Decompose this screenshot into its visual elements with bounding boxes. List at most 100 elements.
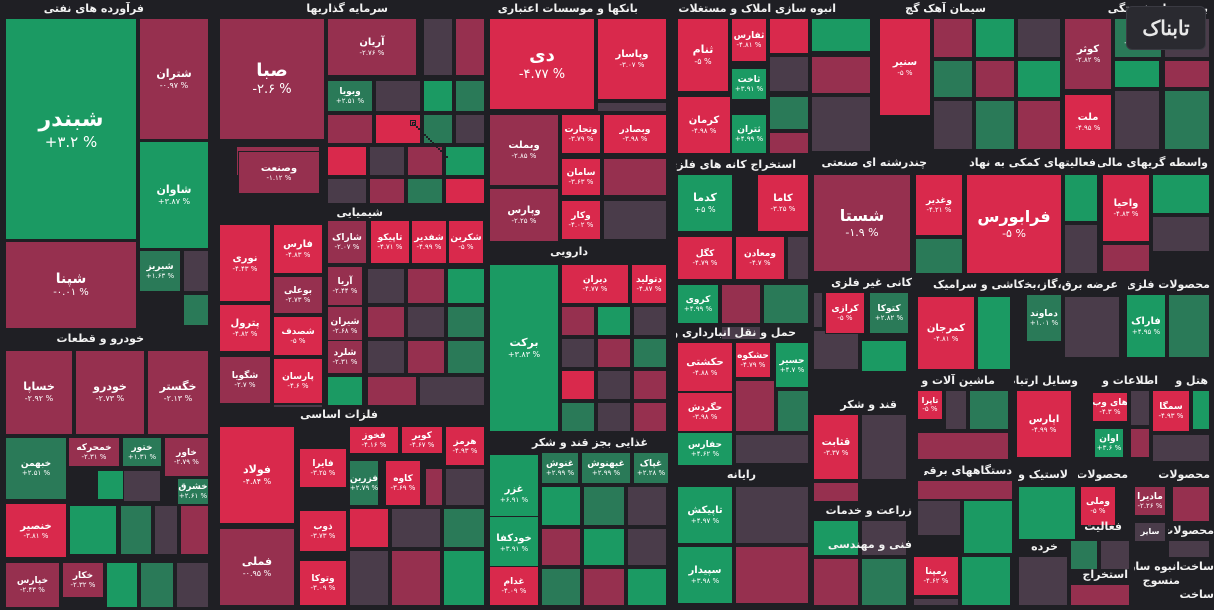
filler-tile[interactable] — [735, 486, 809, 544]
filler-tile[interactable] — [633, 338, 667, 368]
stock-tile[interactable]: شیران -۲.۶۸ % — [327, 306, 363, 346]
filler-tile[interactable] — [769, 56, 809, 92]
stock-tile[interactable]: خکار -۲.۳۲ % — [62, 562, 104, 598]
filler-tile[interactable] — [1164, 90, 1210, 150]
stock-tile[interactable]: کدما +۵ % — [677, 174, 733, 232]
filler-tile[interactable] — [447, 340, 485, 374]
filler-tile[interactable] — [769, 132, 809, 154]
stock-tile[interactable]: ثفارس -۴.۸۱ % — [731, 18, 767, 62]
filler-tile[interactable] — [561, 370, 595, 400]
stock-tile[interactable]: غپاک +۲.۲۸ % — [633, 452, 669, 484]
filler-tile[interactable] — [787, 236, 809, 280]
stock-tile[interactable]: ثنام -۵ % — [677, 18, 729, 92]
filler-tile[interactable] — [1130, 428, 1150, 458]
filler-tile[interactable] — [917, 432, 1009, 460]
filler-tile[interactable] — [977, 296, 1011, 370]
stock-tile[interactable]: خساپا -۲.۹۲ % — [5, 350, 73, 435]
stock-tile[interactable] — [422, 132, 424, 134]
filler-tile[interactable] — [106, 562, 138, 608]
filler-tile[interactable] — [1192, 390, 1210, 430]
filler-tile[interactable] — [1152, 216, 1210, 252]
stock-tile[interactable]: های وب -۴.۳ % — [1092, 392, 1128, 422]
filler-tile[interactable] — [455, 80, 485, 112]
stock-tile[interactable]: سنیر -۵ % — [879, 18, 931, 116]
stock-tile[interactable]: کویر -۴.۶۷ % — [401, 426, 443, 454]
filler-tile[interactable] — [777, 390, 809, 432]
filler-tile[interactable] — [813, 292, 823, 328]
filler-tile[interactable] — [369, 178, 405, 204]
filler-tile[interactable] — [425, 468, 443, 506]
stock-tile[interactable]: شبندر +۳.۲ % — [5, 18, 137, 240]
stock-tile[interactable]: شکربن -۵ % — [448, 220, 484, 264]
filler-tile[interactable] — [407, 340, 445, 374]
filler-tile[interactable] — [1017, 18, 1061, 58]
filler-tile[interactable] — [541, 528, 581, 566]
filler-tile[interactable] — [154, 505, 178, 555]
stock-tile[interactable]: کاوه -۳.۶۹ % — [385, 460, 421, 506]
filler-tile[interactable] — [375, 80, 421, 112]
filler-tile[interactable] — [961, 556, 1011, 606]
stock-tile[interactable]: وملی -۵ % — [1080, 486, 1116, 526]
filler-tile[interactable] — [583, 486, 625, 526]
stock-tile[interactable] — [426, 136, 428, 138]
stock-tile[interactable]: دی -۴.۷۷ % — [489, 18, 595, 110]
stock-tile[interactable]: شبریز +۱.۶۳ % — [139, 250, 181, 292]
stock-tile[interactable]: دیران -۴.۷۷ % — [561, 264, 629, 304]
filler-tile[interactable] — [969, 390, 1009, 430]
stock-tile[interactable] — [416, 126, 418, 128]
stock-tile[interactable]: فارس -۴.۸۳ % — [273, 224, 323, 274]
stock-tile[interactable]: شپنا -۰.۰۱ % — [5, 241, 137, 329]
filler-tile[interactable] — [813, 482, 859, 502]
filler-tile[interactable] — [445, 178, 485, 204]
filler-tile[interactable] — [423, 114, 453, 144]
filler-tile[interactable] — [183, 250, 209, 292]
filler-tile[interactable] — [583, 568, 625, 606]
stock-tile[interactable] — [414, 124, 416, 126]
filler-tile[interactable] — [769, 18, 809, 54]
stock-tile[interactable]: رمپنا -۴.۶۲ % — [913, 556, 959, 596]
stock-tile[interactable]: خبهمن +۲.۵۱ % — [5, 437, 67, 500]
stock-tile[interactable]: کاما -۳.۲۵ % — [757, 174, 809, 232]
filler-tile[interactable] — [369, 146, 405, 176]
stock-tile[interactable]: واحیا -۴.۸۳ % — [1102, 174, 1150, 242]
filler-tile[interactable] — [633, 306, 667, 336]
stock-tile[interactable]: حکشتی -۴.۸۸ % — [677, 342, 733, 392]
filler-tile[interactable] — [627, 486, 667, 526]
stock-tile[interactable]: سامان -۳.۶۳ % — [561, 158, 601, 196]
filler-tile[interactable] — [327, 146, 367, 176]
filler-tile[interactable] — [597, 306, 631, 336]
filler-tile[interactable] — [407, 268, 445, 304]
filler-tile[interactable] — [1070, 584, 1130, 606]
stock-tile[interactable]: خشرق +۲.۶۱ % — [177, 478, 209, 505]
stock-tile[interactable]: وتوکا -۳.۰۹ % — [299, 560, 347, 606]
stock-tile[interactable]: حشکوه -۴.۷۹ % — [735, 342, 771, 378]
stock-tile[interactable]: اپارس -۴.۹۹ % — [1016, 390, 1072, 458]
filler-tile[interactable] — [861, 414, 907, 480]
filler-tile[interactable] — [735, 434, 809, 464]
stock-tile[interactable] — [418, 128, 420, 130]
filler-tile[interactable] — [1114, 60, 1160, 88]
stock-tile[interactable]: تاپیکش +۴.۹۷ % — [677, 486, 733, 544]
filler-tile[interactable] — [1168, 540, 1210, 558]
filler-tile[interactable] — [913, 598, 959, 606]
stock-tile[interactable]: آریان -۲.۷۶ % — [327, 18, 417, 76]
filler-tile[interactable] — [813, 558, 859, 606]
filler-tile[interactable] — [1017, 60, 1061, 98]
filler-tile[interactable] — [447, 306, 485, 338]
filler-tile[interactable] — [407, 146, 443, 176]
filler-tile[interactable] — [1100, 540, 1130, 570]
stock-tile[interactable]: ومعادن -۴.۷ % — [735, 236, 785, 280]
stock-tile[interactable]: خمحرکه -۲.۳۱ % — [68, 437, 120, 467]
stock-tile[interactable]: وپاسار -۳.۰۷ % — [597, 18, 667, 100]
filler-tile[interactable] — [861, 558, 907, 606]
filler-tile[interactable] — [933, 60, 973, 98]
filler-tile[interactable] — [447, 268, 485, 304]
stock-tile[interactable]: کروی +۴.۹۹ % — [677, 284, 719, 324]
filler-tile[interactable] — [140, 562, 174, 608]
stock-tile[interactable]: شاراک -۲.۰۷ % — [327, 220, 367, 264]
stock-tile[interactable]: اوان +۳.۶ % — [1094, 428, 1124, 458]
filler-tile[interactable] — [120, 505, 152, 555]
filler-tile[interactable] — [1018, 486, 1076, 540]
stock-tile[interactable]: ختور +۱.۳۱ % — [122, 437, 162, 467]
stock-tile[interactable]: دماوند +۱.۰۱ % — [1026, 294, 1062, 342]
